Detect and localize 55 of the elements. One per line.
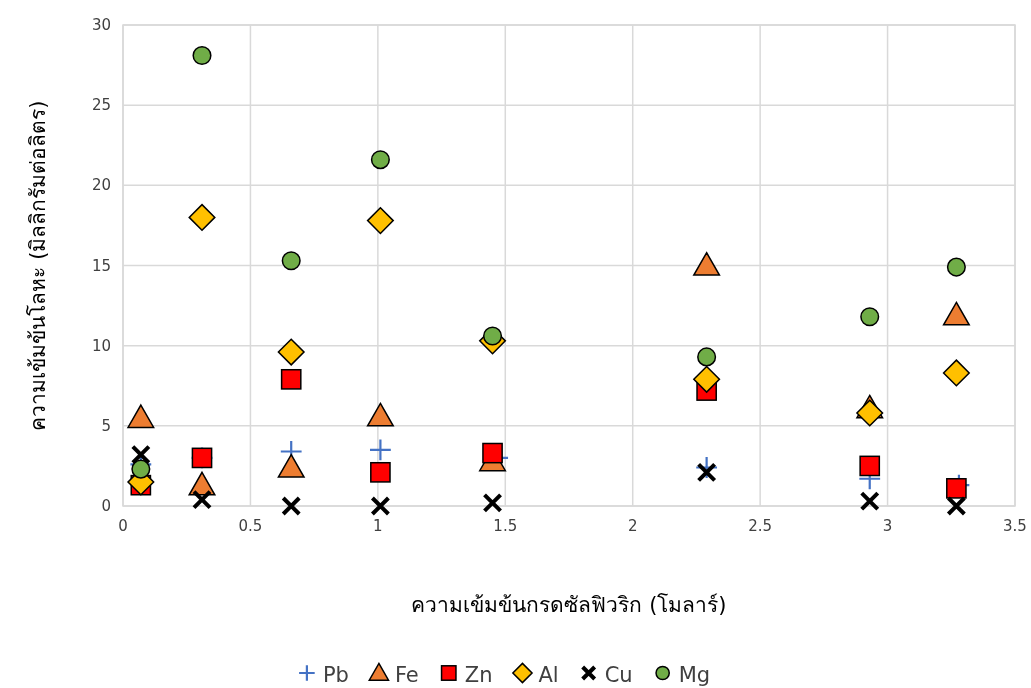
x-axis-title: ความเข้มข้นกรดซัลฟิวริก (โมลาร์) <box>411 593 727 617</box>
point <box>366 402 394 427</box>
point <box>942 301 970 326</box>
y-tick-label: 30 <box>91 16 111 34</box>
point <box>130 444 151 465</box>
legend-label: Mg <box>678 663 711 687</box>
point <box>281 496 302 516</box>
point <box>942 359 970 387</box>
point <box>859 455 881 477</box>
legend-label: Al <box>538 663 559 687</box>
point <box>127 404 155 429</box>
point <box>277 453 305 478</box>
point <box>946 496 967 516</box>
point <box>860 307 880 327</box>
x-tick-label: 0.5 <box>238 517 263 535</box>
point <box>697 347 717 367</box>
point <box>192 45 212 66</box>
point <box>946 257 966 277</box>
x-tick-label: 2.5 <box>748 517 773 535</box>
point <box>482 492 503 513</box>
point <box>482 326 503 346</box>
point <box>281 251 301 271</box>
point <box>188 203 216 231</box>
y-tick-label: 5 <box>101 416 111 435</box>
point <box>693 365 721 393</box>
point <box>370 439 391 461</box>
legend-label: Pb <box>322 663 349 687</box>
point <box>482 442 503 464</box>
point <box>370 461 391 483</box>
point <box>277 338 305 366</box>
point <box>366 207 394 235</box>
legend-label: Fe <box>394 663 419 687</box>
y-tick-label: 25 <box>91 96 111 115</box>
y-axis-title: ความเข้มข้นโลหะ (มิลลิกรัมต่อลิตร) <box>26 100 50 431</box>
x-tick-label: 0 <box>118 517 128 535</box>
legend-label: Cu <box>604 663 633 687</box>
x-tick-label: 1 <box>373 517 383 535</box>
point <box>693 251 721 276</box>
y-tick-label: 10 <box>91 336 111 355</box>
point <box>859 491 880 512</box>
point <box>370 150 390 170</box>
point <box>192 489 213 510</box>
y-tick-label: 15 <box>91 256 111 275</box>
point <box>696 462 717 483</box>
y-tick-label: 0 <box>101 497 111 515</box>
point <box>280 368 302 390</box>
x-tick-label: 1.5 <box>493 517 518 535</box>
point <box>856 399 884 427</box>
x-tick-label: 3.5 <box>1003 517 1027 535</box>
x-tick-label: 3 <box>882 517 893 535</box>
y-tick-label: 20 <box>91 176 111 195</box>
legend-label: Zn <box>464 663 493 687</box>
point <box>370 496 391 516</box>
point <box>131 459 151 479</box>
x-tick-label: 2 <box>627 517 638 535</box>
